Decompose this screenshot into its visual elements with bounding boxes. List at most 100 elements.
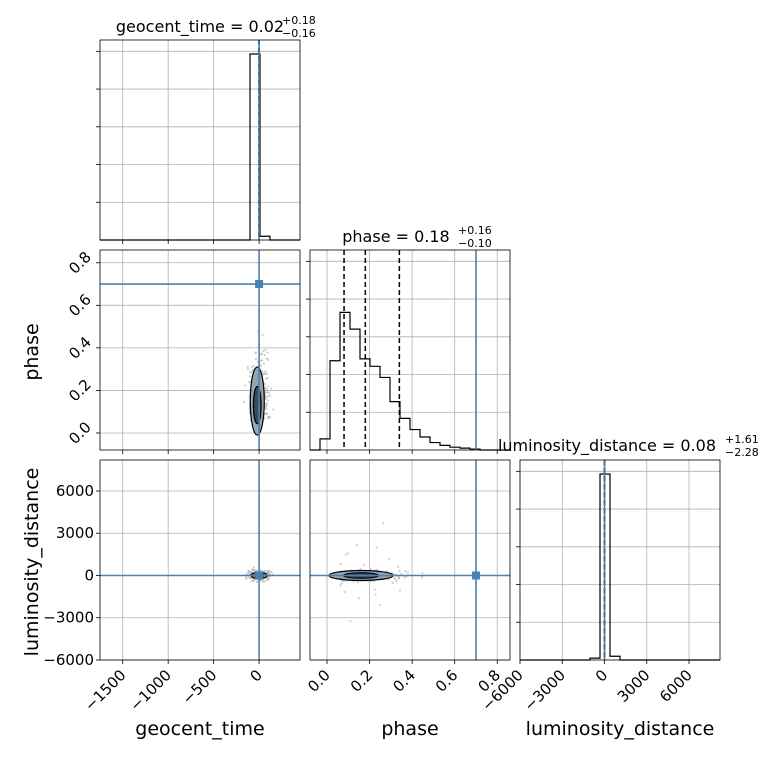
sample-point (262, 350, 265, 353)
sample-point (245, 572, 248, 576)
sample-point (359, 568, 362, 571)
sample-point (248, 375, 252, 378)
xlabel-phase: phase (381, 718, 438, 740)
sample-point (262, 362, 266, 365)
sample-point (355, 544, 358, 547)
sample-point (357, 597, 361, 600)
sample-point (265, 402, 268, 405)
truth-marker-luminosity-distance-vs-geocent-time (255, 571, 264, 580)
title-phase-sup: +0.16 (458, 224, 492, 237)
sample-point (344, 553, 347, 556)
sample-point (259, 364, 263, 368)
ylabel-luminosity-distance: luminosity_distance (21, 468, 43, 657)
sample-point (264, 391, 267, 394)
sample-point (246, 367, 250, 370)
sample-point (252, 579, 256, 583)
xticklabel-geocent-time-1: −1000 (126, 666, 175, 715)
sample-point (387, 578, 390, 581)
sample-point (394, 577, 397, 581)
xticklabel-geocent-time-3: 0 (246, 666, 265, 685)
histogram-luminosity-distance (520, 473, 720, 661)
title-luminosity-distance: luminosity_distance = 0.08 (498, 436, 716, 456)
xticklabel-phase-3: 0.6 (432, 666, 462, 696)
sample-point (270, 387, 273, 390)
sample-point (265, 412, 268, 415)
title-phase-sub: −0.10 (458, 237, 492, 250)
xticklabel-geocent-time-0: −1500 (81, 666, 130, 715)
sample-point (375, 546, 378, 549)
sample-point (250, 571, 253, 574)
yticklabel-luminosity-distance-3: 3000 (56, 524, 94, 542)
sample-point (373, 588, 376, 591)
sample-point (265, 407, 268, 411)
sample-point (247, 570, 250, 573)
sample-point (349, 620, 352, 623)
sample-point (250, 579, 254, 583)
truth-marker-phase-vs-geocent-time (255, 280, 264, 289)
sample-point (267, 358, 270, 361)
sample-point (252, 364, 255, 368)
sample-point (388, 557, 391, 560)
sample-point (262, 580, 265, 583)
sample-point (267, 385, 270, 388)
sample-point (421, 576, 424, 579)
sample-point (261, 359, 264, 362)
yticklabel-luminosity-distance-4: 6000 (56, 482, 94, 500)
sample-point (261, 333, 264, 336)
sample-point (266, 399, 269, 402)
histogram-phase (310, 311, 510, 451)
sample-point (346, 552, 350, 555)
sample-point (264, 580, 267, 583)
data-layer (100, 40, 720, 661)
sample-point (395, 580, 398, 583)
sample-point (266, 351, 269, 354)
sample-point (252, 566, 256, 569)
sample-point (255, 580, 259, 583)
yticklabel-luminosity-distance-0: −6000 (43, 651, 94, 669)
sample-point (254, 351, 258, 354)
sample-point (246, 365, 249, 368)
sample-point (265, 388, 269, 391)
yticklabel-phase-2: 0.4 (65, 333, 95, 363)
sample-point (391, 581, 394, 584)
sample-point (406, 571, 409, 574)
sample-point (340, 582, 343, 585)
xticklabel-luminosity-distance-3: 3000 (614, 666, 654, 706)
xticklabel-luminosity-distance-4: 6000 (656, 666, 696, 706)
sample-point (378, 603, 382, 607)
sample-point (265, 377, 268, 380)
sample-point (251, 368, 254, 372)
sample-point (267, 391, 270, 394)
sample-point (362, 563, 366, 566)
sample-point (265, 357, 268, 360)
sample-point (398, 569, 401, 572)
sample-point (260, 353, 263, 356)
sample-point (244, 384, 247, 387)
xticklabel-phase-0: 0.0 (304, 666, 334, 696)
sample-point (259, 569, 262, 572)
sample-point (266, 416, 270, 420)
sample-point (374, 593, 377, 596)
histogram-geocent-time (100, 53, 300, 241)
sample-point (268, 415, 272, 419)
xlabel-geocent-time: geocent_time (135, 718, 264, 740)
sample-point (242, 400, 246, 403)
xticklabel-phase-2: 0.4 (389, 666, 419, 696)
sample-point (254, 357, 258, 361)
panel-phase-vs-phase-frame (309, 249, 511, 451)
title-luminosity-distance-sub: −2.28 (725, 446, 759, 459)
sample-point (398, 589, 401, 592)
sample-point (339, 584, 342, 587)
ylabel-phase: phase (21, 323, 43, 380)
sample-point (266, 569, 269, 573)
yticklabel-luminosity-distance-1: −3000 (43, 609, 94, 627)
sample-point (356, 581, 359, 584)
yticklabel-phase-1: 0.2 (65, 376, 95, 406)
sample-point (247, 576, 250, 579)
title-geocent-time-sub: −0.16 (282, 27, 316, 40)
xticklabel-luminosity-distance-2: 0 (592, 666, 611, 685)
sample-point (251, 569, 255, 572)
sample-point (268, 569, 271, 573)
sample-point (343, 590, 346, 594)
